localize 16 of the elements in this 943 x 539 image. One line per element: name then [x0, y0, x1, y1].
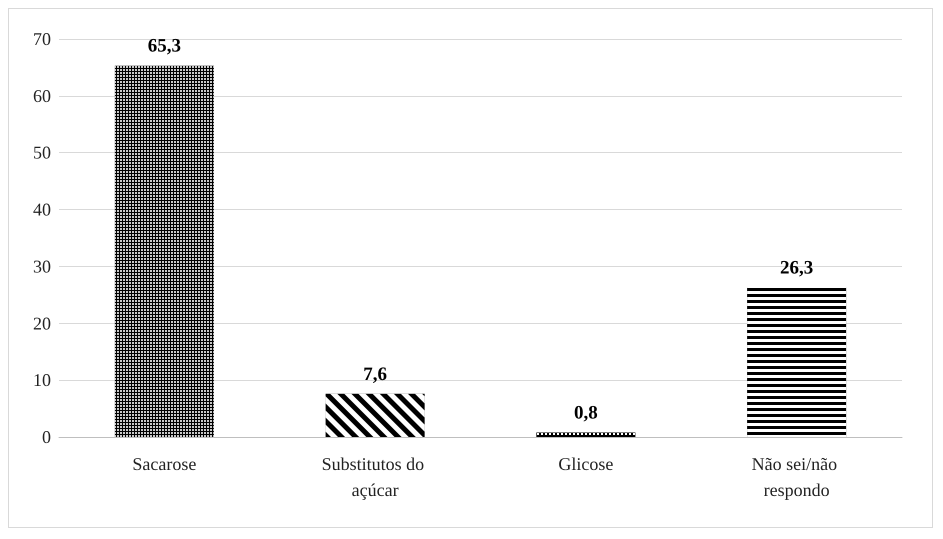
- y-tick-label: 70: [33, 29, 51, 49]
- data-label: 26,3: [780, 257, 814, 278]
- x-tick-label: Substitutos do açúcar: [322, 454, 429, 500]
- data-label: 7,6: [363, 364, 387, 385]
- y-tick-label: 60: [33, 86, 51, 106]
- y-tick-label: 50: [33, 142, 51, 163]
- x-tick-label: Sacarose: [132, 454, 196, 474]
- y-tick-label: 20: [33, 313, 51, 334]
- x-tick-label: Não sei/não respondo: [752, 454, 842, 500]
- data-label: 0,8: [574, 402, 598, 424]
- y-tick-label: 0: [42, 427, 51, 447]
- y-tick-label: 30: [33, 256, 51, 276]
- data-label: 65,3: [148, 36, 181, 57]
- y-tick-label: 40: [33, 200, 51, 220]
- y-tick-label: 10: [33, 370, 51, 390]
- x-tick-label: Glicose: [558, 454, 614, 474]
